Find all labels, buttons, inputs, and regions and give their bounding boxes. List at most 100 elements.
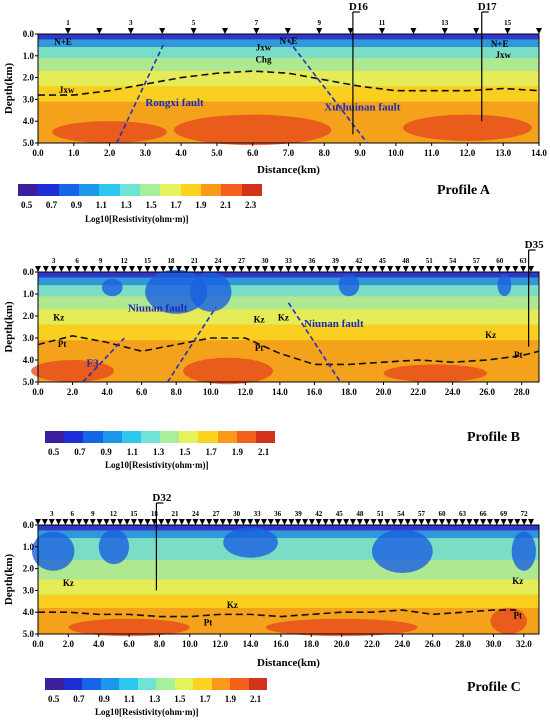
station-number: 12 — [110, 510, 118, 518]
colorbar-swatch — [248, 678, 267, 690]
y-tick-label: 3.0 — [23, 94, 35, 104]
unit-label: Kz — [227, 600, 238, 610]
station-marker — [496, 266, 503, 272]
x-tick-label: 6.0 — [247, 148, 259, 158]
colorbar-swatch — [160, 431, 180, 443]
stratigraphic-interface — [37, 334, 540, 366]
station-number: 5 — [192, 19, 196, 27]
borehole-label: D16 — [349, 1, 368, 13]
x-tick-label: 26.0 — [425, 639, 441, 649]
station-marker — [214, 266, 221, 272]
colorbar-swatch — [45, 431, 65, 443]
fault-label: Xushuinan fault — [324, 101, 400, 113]
unit-label: Kz — [512, 576, 523, 586]
colorbar-swatch — [211, 678, 230, 690]
station-marker — [82, 519, 89, 525]
resistive-anomaly-1 — [265, 618, 418, 637]
y-tick-label: 5.0 — [23, 138, 35, 148]
colorbar-swatch — [180, 184, 201, 196]
station-number: 42 — [315, 510, 323, 518]
station-number: 24 — [214, 257, 222, 265]
x-tick-label: 2.0 — [67, 387, 79, 397]
colorbar-swatch — [200, 184, 222, 196]
station-number: 27 — [238, 257, 246, 265]
x-tick-label: 22.0 — [410, 387, 426, 397]
colorbar-swatch — [156, 678, 175, 690]
station-marker — [473, 519, 480, 525]
station-marker — [449, 266, 456, 272]
stratigraphic-interface — [38, 609, 517, 618]
colorbar-tick-label: 1.9 — [231, 447, 243, 457]
station-marker — [302, 519, 309, 525]
station-marker — [137, 519, 144, 525]
x-tick-label: 10.0 — [203, 387, 219, 397]
station-marker — [192, 519, 199, 525]
station-marker — [261, 266, 268, 272]
station-number: 45 — [379, 257, 387, 265]
station-marker — [222, 266, 229, 272]
profile-b-colorbar-label: Log10[Resistivity(ohm·m)] — [105, 460, 209, 470]
station-marker — [190, 28, 197, 34]
station-marker — [402, 266, 409, 272]
station-marker — [48, 519, 55, 525]
station-number: 3 — [52, 257, 56, 265]
colorbar-swatch — [236, 431, 256, 443]
station-number: 15 — [130, 510, 138, 518]
station-marker — [410, 28, 417, 34]
fault-line — [82, 337, 125, 383]
x-tick-label: 18.0 — [303, 639, 319, 649]
station-number: 30 — [261, 257, 269, 265]
station-marker — [332, 266, 339, 272]
fault-label: Niunan fault — [128, 303, 188, 315]
station-number: 21 — [191, 257, 199, 265]
x-tick-label: 14.0 — [272, 387, 288, 397]
station-number: 45 — [336, 510, 344, 518]
resistive-anomaly-0 — [173, 114, 332, 146]
station-number: 48 — [402, 257, 410, 265]
colorbar-swatch — [82, 678, 101, 690]
station-marker — [371, 266, 378, 272]
station-marker — [536, 28, 542, 34]
fault-line — [116, 44, 164, 144]
colorbar-tick-label: 0.5 — [21, 200, 33, 210]
colorbar-swatch — [102, 431, 122, 443]
station-marker — [117, 519, 124, 525]
station-marker — [493, 519, 500, 525]
y-tick-label: 0.0 — [23, 29, 35, 39]
resistivity-band-5 — [38, 594, 539, 608]
station-marker — [76, 519, 83, 525]
x-tick-label: 13.0 — [495, 148, 511, 158]
station-marker — [293, 266, 300, 272]
station-marker — [168, 266, 175, 272]
profile-a-title: Profile A — [437, 183, 491, 198]
station-marker — [322, 519, 329, 525]
station-marker — [199, 519, 206, 525]
colorbar-swatch — [121, 431, 141, 443]
resistive-anomaly-2 — [383, 364, 488, 382]
station-marker — [191, 266, 198, 272]
colorbar-tick-label: 0.5 — [48, 694, 60, 704]
x-tick-label: 28.0 — [514, 387, 530, 397]
x-tick-label: 20.0 — [376, 387, 392, 397]
station-marker — [363, 266, 370, 272]
colorbar-swatch — [99, 184, 120, 196]
colorbar-tick-label: 0.7 — [74, 447, 86, 457]
resistivity-band-4 — [38, 579, 539, 595]
y-axis-label: Depth(km) — [3, 554, 15, 606]
x-tick-label: 14.0 — [531, 148, 547, 158]
y-tick-label: 2.0 — [23, 311, 35, 321]
station-marker — [151, 519, 158, 525]
station-marker — [226, 519, 233, 525]
station-marker — [69, 519, 76, 525]
station-marker — [127, 28, 134, 34]
station-marker — [391, 519, 398, 525]
station-number: 51 — [426, 257, 434, 265]
station-marker — [504, 28, 511, 34]
profile-b-colorbar: 0.5 0.7 0.9 1.1 1.3 1.5 1.7 1.9 2.1 — [45, 431, 276, 457]
colorbar-swatch — [78, 184, 100, 196]
resistivity-band-1 — [38, 277, 539, 286]
station-number: 6 — [70, 510, 74, 518]
colorbar-tick-label: 1.5 — [179, 447, 191, 457]
conductive-anomaly-3 — [372, 529, 433, 573]
